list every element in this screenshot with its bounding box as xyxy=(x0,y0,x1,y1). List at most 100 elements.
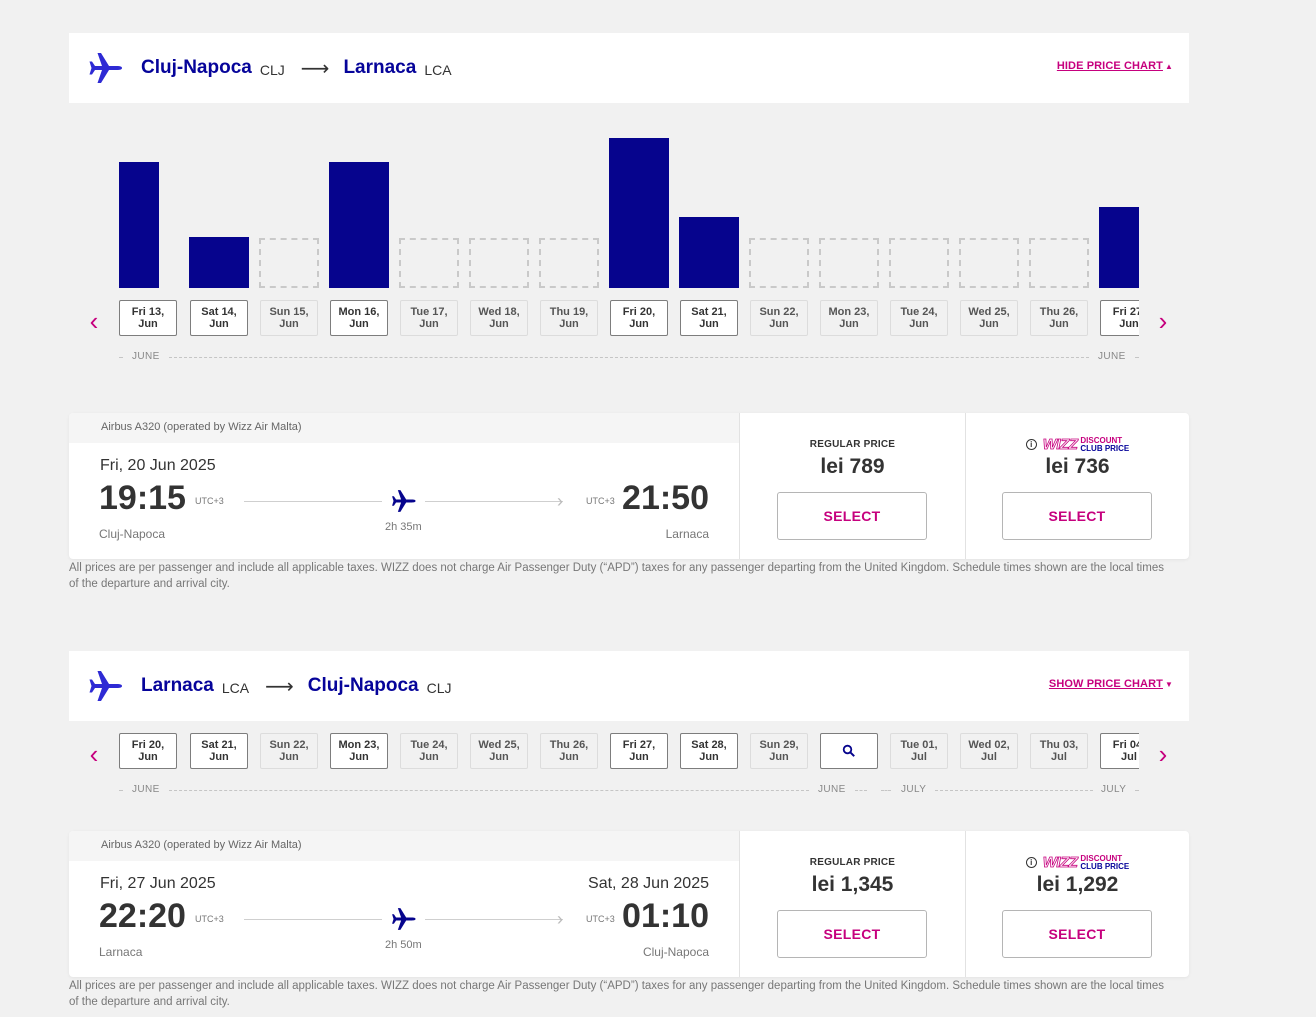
regular-price-column: REGULAR PRICE lei 1,345 SELECT xyxy=(739,831,965,977)
select-club-button[interactable]: SELECT xyxy=(1002,910,1152,958)
date-option[interactable]: Sun 22, Jun xyxy=(260,733,318,769)
price-bar[interactable] xyxy=(329,162,389,288)
aircraft-info: Airbus A320 (operated by Wizz Air Malta) xyxy=(69,413,739,443)
chevron-right-icon[interactable]: › xyxy=(1158,306,1168,336)
select-regular-button[interactable]: SELECT xyxy=(777,492,927,540)
date-month-label: Jun xyxy=(559,751,579,763)
date-day-label: Thu 03, xyxy=(1039,739,1079,751)
date-option[interactable]: Fri 04,Jul xyxy=(1100,733,1139,769)
select-regular-button[interactable]: SELECT xyxy=(777,910,927,958)
outbound-flight-card: Airbus A320 (operated by Wizz Air Malta)… xyxy=(69,413,1189,559)
date-option[interactable]: Mon 23, Jun xyxy=(330,733,388,769)
price-bar[interactable] xyxy=(189,237,249,288)
date-option[interactable]: Thu 26, Jun xyxy=(1030,300,1088,336)
price-bar-no-flight xyxy=(469,238,529,288)
show-price-chart-link[interactable]: SHOW PRICE CHART ▼ xyxy=(1049,678,1173,690)
month-label: JULY xyxy=(895,784,933,795)
aircraft-info: Airbus A320 (operated by Wizz Air Malta) xyxy=(69,831,739,861)
date-month-label: Jun xyxy=(489,318,509,330)
date-month-label: Jun xyxy=(979,318,999,330)
flight-path-line xyxy=(425,919,563,920)
plane-icon xyxy=(392,908,416,930)
date-month-label: Jun xyxy=(1119,318,1139,330)
origin-city: Cluj-Napoca xyxy=(141,57,252,78)
date-option[interactable]: Fri 27,Jun xyxy=(610,733,668,769)
wizz-logo: WIZZ xyxy=(1042,436,1078,454)
date-option[interactable]: Mon 16, Jun xyxy=(330,300,388,336)
origin-code: CLJ xyxy=(259,62,285,78)
route-title: Cluj-Napoca CLJ ⟶ Larnaca LCA xyxy=(141,33,452,103)
price-bar-no-flight xyxy=(749,238,809,288)
date-option[interactable]: Sun 29, Jun xyxy=(750,733,808,769)
month-divider xyxy=(1135,790,1139,791)
date-month-label: Jun xyxy=(419,318,439,330)
date-option[interactable]: Thu 19, Jun xyxy=(540,300,598,336)
show-price-chart-label: SHOW PRICE CHART xyxy=(1048,678,1163,690)
price-bar[interactable] xyxy=(679,217,739,288)
month-divider xyxy=(119,357,123,358)
date-option[interactable]: Wed 25, Jun xyxy=(470,733,528,769)
date-option[interactable]: Wed 25, Jun xyxy=(960,300,1018,336)
date-option[interactable]: Thu 03, Jul xyxy=(1030,733,1088,769)
date-day-label: Sun 22, xyxy=(759,306,799,318)
flight-duration: 2h 35m xyxy=(385,521,422,533)
hide-price-chart-link[interactable]: HIDE PRICE CHART ▲ xyxy=(1057,60,1173,72)
info-icon[interactable]: i xyxy=(1025,857,1037,868)
date-option[interactable]: Fri 20, Jun xyxy=(119,733,177,769)
date-search-button[interactable] xyxy=(820,733,878,769)
date-option[interactable]: Sat 21, Jun xyxy=(190,733,248,769)
date-option[interactable]: Wed 18, Jun xyxy=(470,300,528,336)
club-price-text: CLUB PRICE xyxy=(1080,443,1130,453)
date-option[interactable]: Tue 24, Jun xyxy=(890,300,948,336)
date-option[interactable]: Sat 28, Jun xyxy=(680,733,738,769)
date-day-label: Wed 25, xyxy=(478,739,520,751)
date-option[interactable]: Thu 26, Jun xyxy=(540,733,598,769)
club-price-value: lei 1,292 xyxy=(1036,873,1119,896)
plane-icon xyxy=(89,53,122,83)
price-bar[interactable] xyxy=(1099,207,1139,288)
price-bar[interactable] xyxy=(609,138,669,288)
date-month-label: Jun xyxy=(349,318,369,330)
chevron-left-icon[interactable]: ‹ xyxy=(89,739,99,769)
club-price-column: i WIZZ DISCOUNT CLUB PRICE lei 1,292 SELE… xyxy=(965,831,1189,977)
arrival-city: Larnaca xyxy=(665,527,709,541)
date-option[interactable]: Tue 01, Jul xyxy=(890,733,948,769)
date-option[interactable]: Sat 14, Jun xyxy=(190,300,248,336)
date-option[interactable]: Tue 17, Jun xyxy=(400,300,458,336)
date-option[interactable]: Tue 24, Jun xyxy=(400,733,458,769)
date-option[interactable]: Fri 13, Jun xyxy=(119,300,177,336)
date-day-label: Tue 01, xyxy=(900,739,938,751)
date-option[interactable]: Fri 20, Jun xyxy=(610,300,668,336)
wizz-logo: WIZZ xyxy=(1042,854,1078,872)
date-month-label: Jun xyxy=(138,751,158,763)
date-option[interactable]: Mon 23, Jun xyxy=(820,300,878,336)
month-divider xyxy=(169,790,809,791)
chevron-right-icon: › xyxy=(557,909,563,929)
inbound-date-strip: Fri 20, Jun Sat 21, Jun Sun 22, Jun Mon 23, Jun… xyxy=(119,733,1139,771)
chevron-right-icon[interactable]: › xyxy=(1158,739,1168,769)
month-divider xyxy=(1135,357,1139,358)
date-month-label: Jun xyxy=(629,751,649,763)
price-bar[interactable] xyxy=(119,162,159,288)
date-day-label: Fri 20, xyxy=(131,739,165,751)
date-month-label: Jun xyxy=(209,318,229,330)
caret-up-icon: ▲ xyxy=(1164,62,1173,71)
date-month-label: Jun xyxy=(1049,318,1069,330)
info-icon[interactable]: i xyxy=(1025,439,1037,450)
chevron-left-icon[interactable]: ‹ xyxy=(89,306,99,336)
select-club-button[interactable]: SELECT xyxy=(1002,492,1152,540)
date-option[interactable]: Sat 21, Jun xyxy=(680,300,738,336)
date-option[interactable]: Sun 15, Jun xyxy=(260,300,318,336)
club-price-column: i WIZZ DISCOUNT CLUB PRICE lei 736 SELECT xyxy=(965,413,1189,559)
regular-price-column: REGULAR PRICE lei 789 SELECT xyxy=(739,413,965,559)
departure-timezone: UTC+3 xyxy=(195,496,224,506)
date-option[interactable]: Sun 22, Jun xyxy=(750,300,808,336)
date-day-label: Fri 27, xyxy=(1112,306,1139,318)
destination-code: CLJ xyxy=(426,680,452,696)
date-option[interactable]: Wed 02, Jul xyxy=(960,733,1018,769)
plane-icon xyxy=(392,490,416,512)
departure-date: Fri, 20 Jun 2025 xyxy=(100,457,216,474)
date-month-label: Jun xyxy=(489,751,509,763)
price-disclaimer: All prices are per passenger and include… xyxy=(69,980,1164,1008)
date-option[interactable]: Fri 27,Jun xyxy=(1100,300,1139,336)
